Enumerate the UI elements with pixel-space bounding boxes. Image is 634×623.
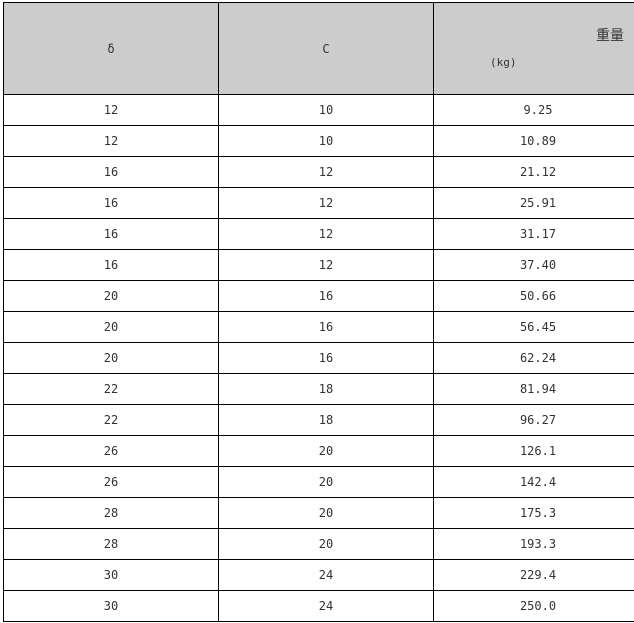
- table-row: 22 18 96.27: [3, 404, 634, 436]
- cell-c: 20: [218, 435, 434, 467]
- cell-c: 12: [218, 156, 434, 188]
- cell-c: 16: [218, 280, 434, 312]
- table-row: 30 24 229.4: [3, 559, 634, 591]
- cell-delta: 26: [3, 435, 219, 467]
- table-row: 12 10 9.25: [3, 94, 634, 126]
- cell-delta: 20: [3, 311, 219, 343]
- weight-table: δ C 重量 (kg) 12 10 9.25 12 10 10.89 16 12 21.12 16…: [3, 2, 634, 622]
- cell-weight: 250.0: [433, 590, 634, 622]
- cell-c: 20: [218, 528, 434, 560]
- table-row: 28 20 193.3: [3, 528, 634, 560]
- cell-c: 24: [218, 590, 434, 622]
- table-row: 20 16 56.45: [3, 311, 634, 343]
- cell-c: 12: [218, 249, 434, 281]
- cell-c: 24: [218, 559, 434, 591]
- header-weight: 重量 (kg): [433, 2, 634, 95]
- cell-weight: 21.12: [433, 156, 634, 188]
- cell-weight: 62.24: [433, 342, 634, 374]
- table-row: 16 12 21.12: [3, 156, 634, 188]
- cell-delta: 12: [3, 94, 219, 126]
- cell-weight: 50.66: [433, 280, 634, 312]
- cell-delta: 26: [3, 466, 219, 498]
- cell-weight: 56.45: [433, 311, 634, 343]
- cell-c: 12: [218, 218, 434, 250]
- header-weight-label: 重量: [596, 28, 624, 44]
- cell-weight: 9.25: [433, 94, 634, 126]
- cell-weight: 25.91: [433, 187, 634, 219]
- header-row: δ C 重量 (kg): [3, 2, 634, 95]
- table-row: 16 12 37.40: [3, 249, 634, 281]
- cell-weight: 81.94: [433, 373, 634, 405]
- cell-weight: 96.27: [433, 404, 634, 436]
- table-row: 16 12 31.17: [3, 218, 634, 250]
- cell-delta: 20: [3, 280, 219, 312]
- cell-delta: 16: [3, 218, 219, 250]
- header-delta: δ: [3, 2, 219, 95]
- cell-c: 18: [218, 404, 434, 436]
- table-row: 26 20 126.1: [3, 435, 634, 467]
- table-row: 30 24 250.0: [3, 590, 634, 622]
- table-row: 12 10 10.89: [3, 125, 634, 157]
- cell-c: 18: [218, 373, 434, 405]
- cell-c: 20: [218, 497, 434, 529]
- cell-weight: 31.17: [433, 218, 634, 250]
- cell-delta: 16: [3, 156, 219, 188]
- cell-delta: 16: [3, 249, 219, 281]
- cell-c: 10: [218, 94, 434, 126]
- cell-delta: 20: [3, 342, 219, 374]
- table-row: 16 12 25.91: [3, 187, 634, 219]
- header-weight-unit: (kg): [490, 56, 517, 69]
- table-row: 26 20 142.4: [3, 466, 634, 498]
- table-row: 28 20 175.3: [3, 497, 634, 529]
- cell-delta: 30: [3, 590, 219, 622]
- cell-delta: 16: [3, 187, 219, 219]
- table-row: 20 16 50.66: [3, 280, 634, 312]
- cell-weight: 193.3: [433, 528, 634, 560]
- cell-delta: 22: [3, 404, 219, 436]
- cell-weight: 175.3: [433, 497, 634, 529]
- cell-delta: 28: [3, 497, 219, 529]
- cell-c: 16: [218, 342, 434, 374]
- cell-weight: 126.1: [433, 435, 634, 467]
- cell-c: 20: [218, 466, 434, 498]
- cell-delta: 22: [3, 373, 219, 405]
- header-c: C: [218, 2, 434, 95]
- cell-delta: 28: [3, 528, 219, 560]
- cell-delta: 12: [3, 125, 219, 157]
- table-row: 20 16 62.24: [3, 342, 634, 374]
- cell-weight: 10.89: [433, 125, 634, 157]
- cell-delta: 30: [3, 559, 219, 591]
- table-row: 22 18 81.94: [3, 373, 634, 405]
- cell-c: 10: [218, 125, 434, 157]
- cell-c: 16: [218, 311, 434, 343]
- cell-weight: 142.4: [433, 466, 634, 498]
- cell-weight: 37.40: [433, 249, 634, 281]
- cell-c: 12: [218, 187, 434, 219]
- cell-weight: 229.4: [433, 559, 634, 591]
